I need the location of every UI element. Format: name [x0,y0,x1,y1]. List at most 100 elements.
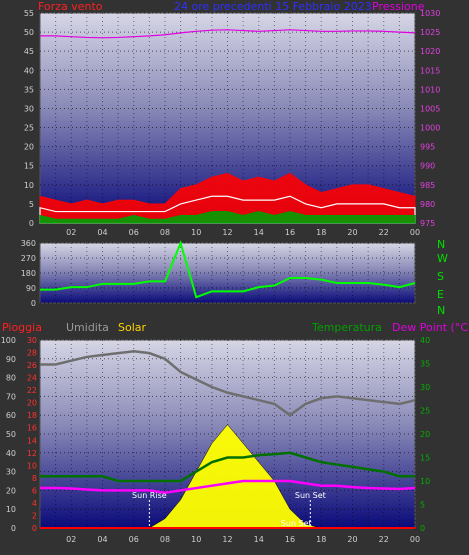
y-axis-wind-speed: 0 5 10 15 20 25 30 35 40 45 50 55 [24,9,34,228]
tick-label-rain: 4 [32,499,37,508]
tick-label-pressure: 990 [420,162,435,171]
panel-rain-humidity-solar-series [40,350,416,529]
panel-wind-direction: 0 90 180 270 360 [21,239,416,308]
tick-label-temperature: 25 [420,407,430,416]
tick-label-pressure: 975 [420,219,435,228]
tick-label-temperature: 10 [420,477,430,486]
tick-label-rain: 20 [27,399,37,408]
tick-label-rain: 22 [27,386,37,395]
tick-label-pressure: 1015 [420,66,440,75]
tick-label-wind: 15 [24,162,34,171]
tick-label-hour: 18 [316,535,326,544]
series-umidita [40,350,416,417]
tick-label-hour: 00 [410,535,420,544]
tick-label-pressure: 1020 [420,47,440,56]
tick-label-rain: 2 [32,511,37,520]
tick-label-rain: 8 [32,474,37,483]
compass-e: E [437,288,444,301]
tick-label-rain: 16 [27,424,37,433]
panel-wind-direction-series [40,239,416,299]
series-pressure [40,29,416,39]
x-axis-hours-bottom: 02 04 06 08 10 12 14 16 18 20 22 00 [66,535,420,544]
tick-label-direction: 180 [21,269,36,278]
series-wind-avg [39,195,416,224]
tick-label-hour: 08 [160,228,170,237]
sun-set-label: Sun Set [281,519,312,528]
tick-label-hour: 06 [129,228,139,237]
y-axis-pressure: 975 980 985 990 995 1000 1005 1010 1015 1020 1025 1… [420,9,440,228]
label-pressure: Pressione [372,0,425,13]
tick-label-pressure: 1005 [420,104,440,113]
tick-label-wind: 30 [24,104,34,113]
tick-label-wind: 20 [24,143,34,152]
tick-label-pressure: 980 [420,200,435,209]
tick-label-hour: 12 [222,535,232,544]
tick-label-hour: 16 [285,228,295,237]
tick-label-temperature: 35 [420,360,430,369]
compass-n-bottom: N [437,304,445,317]
sun-annotations: Sun Rise Sun Set Sun Set [132,491,326,528]
tick-label-direction: 270 [21,254,36,263]
tick-label-wind: 25 [24,124,34,133]
tick-label-hour: 22 [379,535,389,544]
tick-label-humidity: 20 [6,486,16,495]
tick-label-pressure: 1030 [420,9,440,18]
panel-wind-direction-grid [40,242,416,304]
label-rain: Pioggia [2,321,42,334]
tick-label-hour: 04 [97,535,107,544]
tick-label-hour: 20 [347,535,357,544]
tick-label-humidity: 90 [6,355,16,364]
tick-label-direction: 90 [26,284,36,293]
tick-label-wind: 10 [24,181,34,190]
label-temperature: Temperatura [311,321,382,334]
tick-label-hour: 02 [66,535,76,544]
tick-label-temperature: 20 [420,430,430,439]
tick-label-rain: 26 [27,361,37,370]
compass-s: S [437,270,444,283]
tick-label-pressure: 995 [420,143,435,152]
tick-label-humidity: 80 [6,374,16,383]
tick-label-humidity: 100 [1,336,16,345]
tick-label-hour: 00 [410,228,420,237]
sun-rise-label: Sun Rise [132,491,167,500]
series-wind-direction [40,239,416,299]
y-axis-temperature: 0 5 10 15 20 25 30 35 40 [420,336,430,533]
tick-label-pressure: 985 [420,181,435,190]
tick-label-hour: 20 [347,228,357,237]
tick-label-hour: 04 [97,228,107,237]
tick-label-hour: 02 [66,228,76,237]
compass-n-top: N [437,238,445,251]
tick-label-pressure: 1010 [420,85,440,94]
series-forza-vento [39,172,416,224]
tick-label-wind: 5 [29,200,34,209]
chart-title-period: 24 ore precedenti 15 Febbraio 2023 [174,0,372,13]
series-wind-avg [39,211,416,224]
tick-label-direction: 0 [31,299,36,308]
tick-label-hour: 10 [191,228,201,237]
tick-label-humidity: 40 [6,449,16,458]
tick-label-humidity: 60 [6,411,16,420]
tick-label-temperature: 15 [420,454,430,463]
tick-label-temperature: 30 [420,383,430,392]
compass-w: W [437,252,448,265]
tick-label-rain: 0 [32,524,37,533]
tick-label-rain: 30 [27,336,37,345]
tick-label-rain: 6 [32,486,37,495]
tick-label-wind: 40 [24,66,34,75]
compass-labels: N W S E N [437,238,448,317]
tick-label-humidity: 0 [11,524,16,533]
label-wind-speed: Forza vento [38,0,103,13]
tick-label-direction: 360 [21,239,36,248]
tick-label-rain: 10 [27,461,37,470]
tick-label-pressure: 1025 [420,28,440,37]
tick-label-rain: 18 [27,411,37,420]
tick-label-pressure: 1000 [420,124,440,133]
tick-label-wind: 35 [24,85,34,94]
tick-label-humidity: 70 [6,392,16,401]
tick-label-hour: 10 [191,535,201,544]
label-humidity: Umidita [66,321,109,334]
tick-label-hour: 06 [129,535,139,544]
